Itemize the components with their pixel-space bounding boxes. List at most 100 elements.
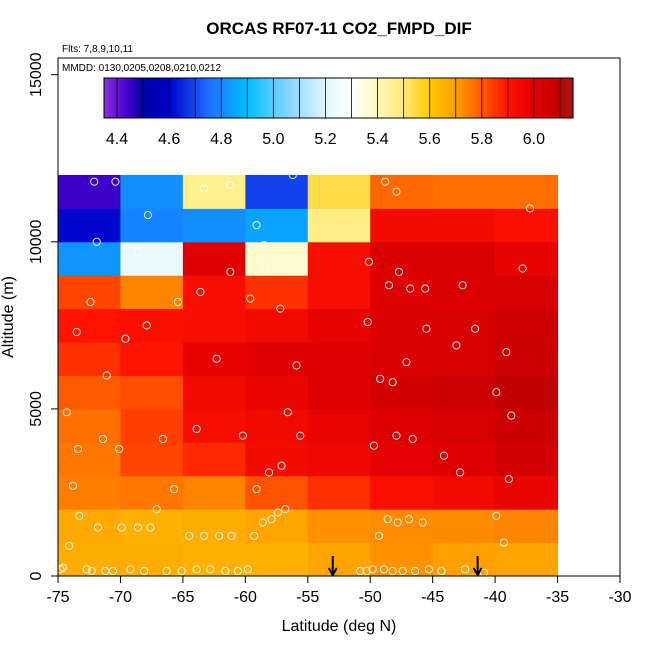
colorbar-segment	[114, 78, 118, 118]
colorbar-segment	[309, 78, 314, 118]
colorbar-segment	[416, 78, 420, 118]
heatmap-cell	[245, 375, 309, 410]
colorbar-segment	[236, 78, 241, 118]
colorbar-segment	[328, 78, 332, 118]
sample-point	[356, 566, 365, 576]
sample-point	[58, 563, 68, 572]
colorbar-segment	[189, 78, 194, 118]
colorbar-segment	[291, 78, 295, 118]
colorbar-tick-label: 5.6	[419, 131, 441, 148]
sample-point	[185, 531, 194, 540]
colorbar-segment	[434, 78, 439, 118]
colorbar-segment	[565, 78, 569, 118]
colorbar-segment	[210, 78, 215, 118]
colorbar-segment	[453, 78, 457, 118]
colorbar-segment	[109, 78, 113, 118]
colorbar-segment	[268, 78, 272, 118]
heatmap-cell	[120, 509, 184, 544]
sample-point	[90, 177, 99, 186]
colorbar-segment	[377, 78, 381, 118]
colorbar-segment	[205, 78, 209, 118]
colorbar-segment	[414, 78, 418, 118]
heatmap-cell	[245, 241, 309, 276]
heatmap-cell	[307, 408, 371, 443]
sample-point	[492, 511, 501, 520]
heatmap-cell	[370, 408, 434, 443]
colorbar-segment	[390, 78, 394, 118]
colorbar-segment	[440, 78, 444, 118]
colorbar-segment	[450, 78, 454, 118]
heatmap-cell	[307, 342, 371, 376]
heatmap-cell	[120, 208, 184, 243]
sample-point	[364, 257, 374, 266]
colorbar-tick-label: 5.4	[366, 131, 388, 148]
colorbar-segment	[195, 78, 199, 118]
colorbar-segment	[302, 78, 306, 118]
colorbar-segment	[541, 78, 545, 118]
colorbar-segment	[247, 78, 251, 118]
colorbar-segment	[262, 78, 267, 118]
heatmap-cell	[432, 342, 496, 376]
heatmap-cell	[432, 308, 496, 343]
heatmap-cell	[495, 509, 559, 544]
colorbar-segment	[286, 78, 290, 118]
colorbar-segment	[294, 78, 298, 118]
heatmap-cell	[370, 208, 434, 243]
colorbar-segment	[502, 78, 506, 118]
sample-point	[65, 541, 74, 550]
colorbar-segment	[296, 78, 301, 118]
heatmap-cell	[370, 308, 434, 343]
sample-point	[56, 565, 65, 574]
heatmap-cell	[245, 542, 309, 577]
sample-point	[277, 461, 286, 470]
sample-point	[388, 378, 397, 387]
sample-point	[173, 297, 182, 307]
colorbar-segment	[380, 78, 384, 118]
heatmap-cell	[58, 174, 121, 209]
heatmap-cell	[495, 342, 559, 376]
colorbar-segment	[406, 78, 410, 118]
chart-title: ORCAS RF07-11 CO2_FMPD_DIF	[206, 19, 471, 38]
colorbar-segment	[234, 78, 238, 118]
heatmap-cell	[182, 375, 246, 410]
heatmap-cell	[432, 241, 496, 276]
sample-points	[56, 170, 535, 577]
colorbar-segment	[216, 78, 220, 118]
heatmap-cell	[370, 241, 434, 276]
sample-point	[200, 184, 209, 193]
x-axis-label: Latitude (deg N)	[282, 618, 397, 635]
x-axis: -75 -70 -65 -60 -55 -50 -45 -40 -35 -30	[46, 576, 632, 606]
heatmap-cell	[120, 542, 184, 577]
heatmap-cell	[245, 408, 309, 443]
heatmap-cell	[182, 542, 246, 577]
colorbar-segment	[466, 78, 470, 118]
dates-note: MMDD: 0130,0205,0208,0210,0212	[62, 63, 221, 74]
heatmap-cell	[58, 241, 121, 276]
colorbar-segment	[382, 78, 386, 118]
heatmap-cell	[182, 208, 246, 243]
sample-point	[62, 408, 71, 417]
colorbar-segment	[463, 78, 467, 118]
sample-point	[192, 565, 201, 574]
heatmap-cell	[120, 275, 184, 310]
sample-point	[238, 431, 247, 440]
sample-point	[392, 187, 401, 196]
heatmap-cell	[432, 174, 496, 209]
colorbar-segment	[513, 78, 517, 118]
sample-point	[421, 284, 430, 293]
colorbar-segment	[192, 78, 196, 118]
sample-point	[140, 566, 149, 576]
colorbar-segment	[304, 78, 308, 118]
colorbar-segment	[135, 78, 139, 118]
heatmap-cell	[307, 375, 371, 410]
colorbar-segment	[351, 78, 355, 118]
sample-point	[102, 371, 111, 380]
colorbar-segment	[158, 78, 162, 118]
sample-point	[492, 388, 501, 397]
sample-point	[383, 515, 392, 524]
y-tick-label: 15000	[28, 52, 45, 97]
heatmap-cell	[370, 275, 434, 310]
colorbar-segment	[312, 78, 316, 118]
colorbar-segment	[226, 78, 230, 118]
sample-point	[398, 566, 407, 576]
